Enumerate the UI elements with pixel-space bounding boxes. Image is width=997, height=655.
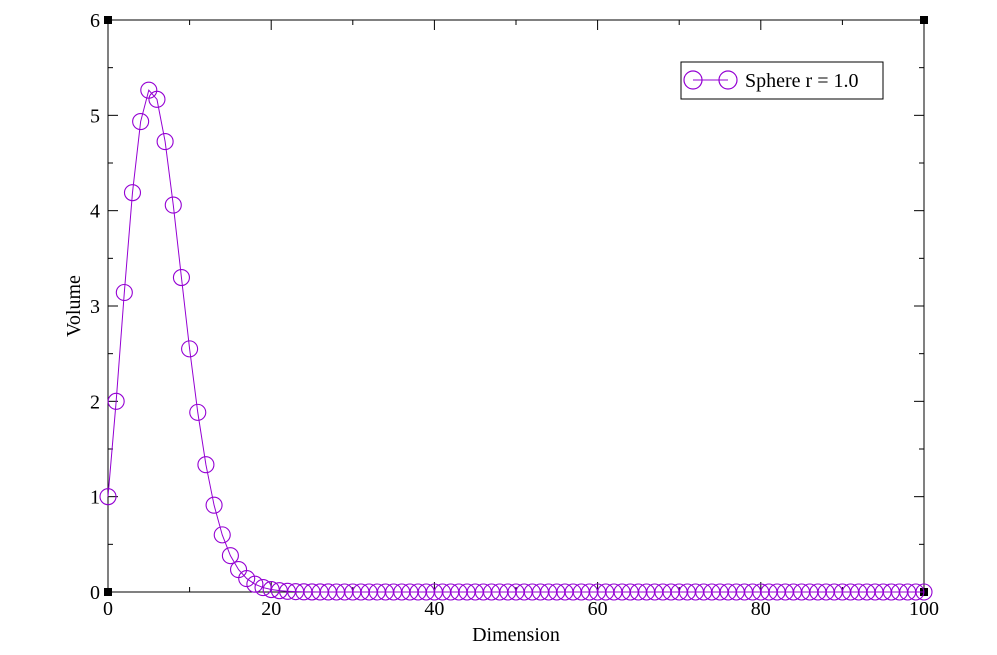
data-point bbox=[189, 403, 207, 421]
x-tick-label: 60 bbox=[588, 598, 608, 620]
data-point bbox=[221, 547, 239, 565]
x-axis-title: Dimension bbox=[472, 624, 560, 646]
data-point bbox=[99, 488, 117, 506]
y-axis-ticks: 0 1 2 3 4 5 6 bbox=[90, 10, 924, 604]
data-point bbox=[156, 133, 174, 151]
legend-box bbox=[680, 61, 884, 100]
data-point bbox=[254, 579, 272, 597]
y-tick-label: 5 bbox=[90, 105, 100, 127]
legend-marker bbox=[718, 70, 738, 90]
y-tick-label: 4 bbox=[90, 201, 100, 223]
y-tick-label: 6 bbox=[90, 10, 100, 32]
legend-marker bbox=[683, 70, 703, 90]
y-tick-label: 3 bbox=[90, 296, 100, 318]
x-tick-label: 100 bbox=[909, 598, 939, 620]
y-tick-label: 2 bbox=[90, 391, 100, 413]
data-point bbox=[164, 196, 182, 214]
data-point bbox=[907, 583, 925, 601]
series-layer bbox=[99, 81, 933, 601]
x-axis-ticks: 0 20 40 60 80 100 bbox=[103, 20, 939, 620]
data-point bbox=[172, 268, 190, 287]
data-point bbox=[107, 392, 125, 410]
data-point bbox=[181, 340, 199, 358]
data-point bbox=[205, 496, 223, 514]
x-tick-label: 40 bbox=[424, 598, 444, 620]
data-point bbox=[123, 184, 142, 202]
x-tick-label: 80 bbox=[751, 598, 771, 620]
plot-frame bbox=[107, 19, 925, 593]
data-point bbox=[213, 526, 231, 544]
y-tick-label: 0 bbox=[90, 582, 100, 604]
data-point bbox=[246, 575, 264, 593]
x-tick-label: 0 bbox=[103, 598, 113, 620]
data-point bbox=[132, 112, 150, 131]
y-tick-label: 1 bbox=[90, 487, 100, 509]
data-point bbox=[148, 90, 166, 108]
data-point bbox=[197, 456, 215, 474]
data-point bbox=[115, 283, 133, 302]
legend: Sphere r = 1.0 bbox=[680, 61, 884, 100]
legend-label: Sphere r = 1.0 bbox=[745, 70, 858, 92]
series-line bbox=[107, 89, 924, 593]
x-tick-label: 20 bbox=[261, 598, 281, 620]
corner-markers bbox=[104, 16, 928, 596]
y-axis-title: Volume bbox=[63, 275, 85, 337]
data-point bbox=[915, 583, 933, 601]
